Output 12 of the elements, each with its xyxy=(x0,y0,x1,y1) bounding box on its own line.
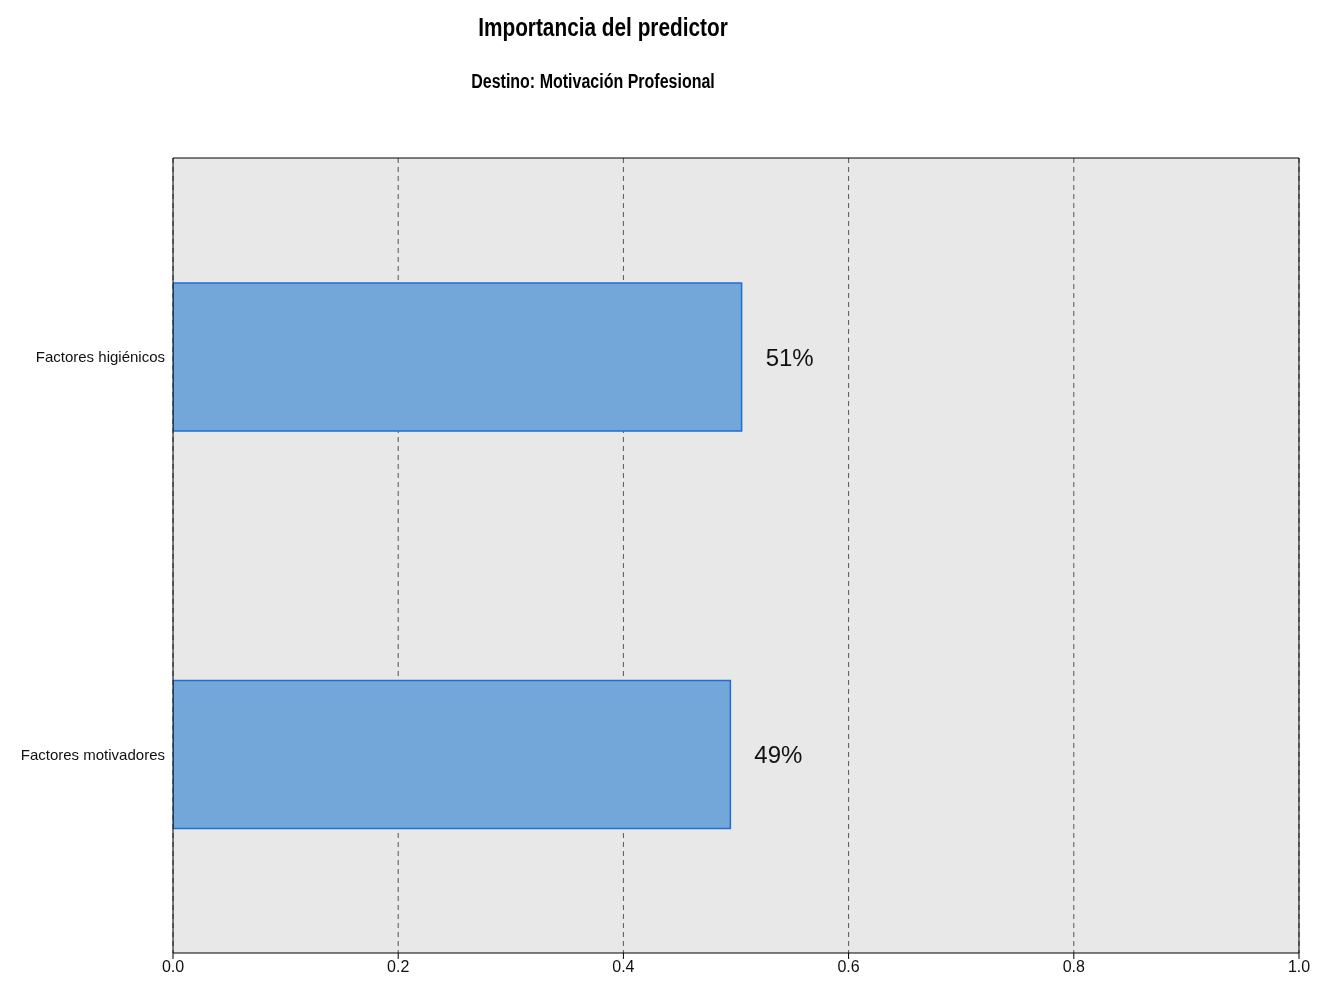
y-tick-label: Factores higiénicos xyxy=(35,348,165,366)
x-tick-label: 0.0 xyxy=(161,958,185,976)
x-tick-label: 0.8 xyxy=(1062,958,1086,976)
x-tick-label: 0.2 xyxy=(387,958,410,976)
data-label: 51% xyxy=(765,343,814,371)
data-label: 49% xyxy=(754,741,803,768)
y-tick-label: Factores motivadores xyxy=(20,745,165,763)
chart-title: Importancia del predictor xyxy=(477,12,729,43)
x-tick-label: 0.4 xyxy=(612,958,635,976)
chart-subtitle: Destino: Motivación Profesional xyxy=(470,70,716,93)
x-tick-label: 1.0 xyxy=(1287,958,1311,976)
x-tick-label: 0.6 xyxy=(837,958,860,976)
